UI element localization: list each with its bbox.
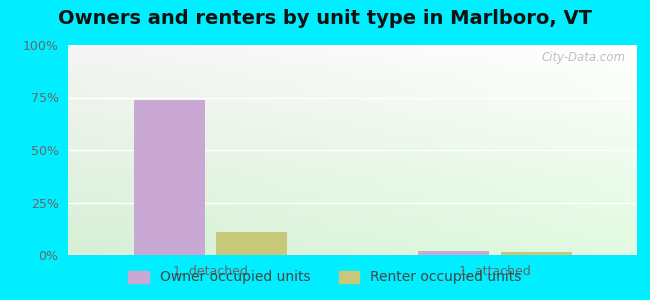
Legend: Owner occupied units, Renter occupied units: Owner occupied units, Renter occupied un… xyxy=(123,265,527,290)
Text: Owners and renters by unit type in Marlboro, VT: Owners and renters by unit type in Marlb… xyxy=(58,9,592,28)
Bar xyxy=(216,232,287,255)
Bar xyxy=(134,100,205,255)
Text: City-Data.com: City-Data.com xyxy=(541,51,625,64)
Bar xyxy=(418,251,489,255)
Bar xyxy=(500,252,571,255)
